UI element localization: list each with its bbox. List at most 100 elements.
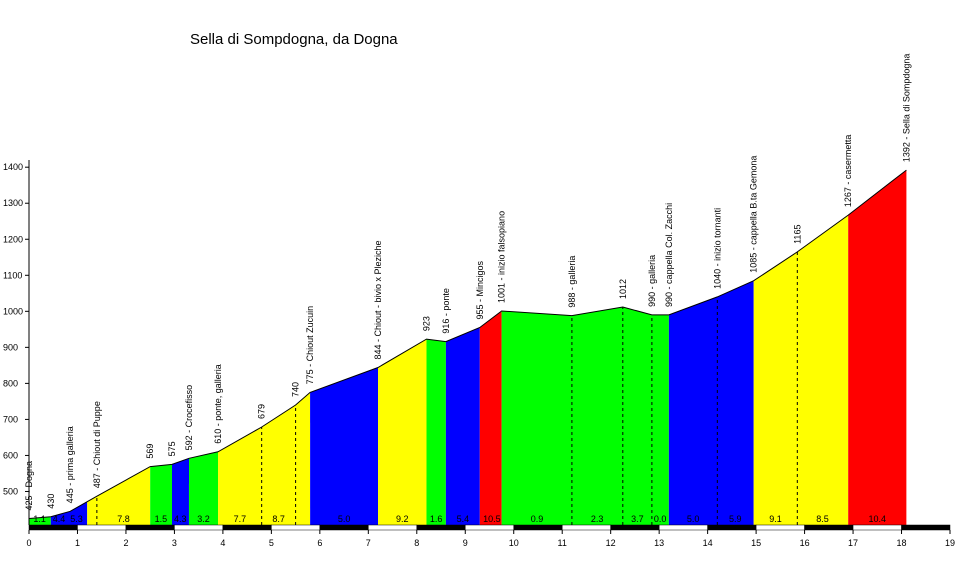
x-tick-label: 19 [945,538,955,548]
point-label: 575 [167,441,177,456]
point-label: 425 - Dogna [24,461,34,511]
segment-yellow [218,392,311,525]
km-bar-cell [125,524,175,531]
km-bar-cell [707,524,757,531]
y-tick-label: 1300 [3,198,23,208]
point-label: 1085 - cappella B.ta Gemona [749,156,759,273]
point-label: 569 [145,444,155,459]
gradient-label: 9.2 [396,514,409,524]
segment-green [501,307,669,525]
point-label: 775 - Chiout Zucuin [305,306,315,385]
km-bar-cell [77,524,127,531]
gradient-label: 1.6 [430,514,443,524]
point-label: 916 - ponte [441,288,451,334]
gradient-label: 5.0 [338,514,351,524]
x-tick-label: 6 [317,538,322,548]
point-label: 1165 [792,225,802,244]
point-label: 679 [257,404,267,419]
segment-green [426,339,446,525]
gradient-label: 10.4 [869,514,887,524]
x-tick-label: 4 [220,538,225,548]
point-label: 844 - Chiout - bivio x Pleziche [373,240,383,359]
y-tick-label: 1200 [3,234,23,244]
gradient-label: 5.9 [729,514,742,524]
x-tick-label: 10 [509,538,519,548]
segment-yellow [753,215,849,525]
gradient-label: 2.3 [591,514,604,524]
y-tick-label: 800 [3,378,18,388]
gradient-label: 5.3 [70,514,83,524]
km-bar-cell [368,524,418,531]
km-bar-cell [174,524,224,531]
segment-green [29,516,51,525]
y-tick-label: 900 [3,342,18,352]
x-tick-label: 5 [269,538,274,548]
km-bar-cell [755,524,805,531]
point-label: 592 - Crocefisso [184,385,194,451]
dashed-markers [96,251,798,525]
profile-line [28,169,907,519]
gradient-label: 1.5 [155,514,168,524]
segment-fills [29,170,907,525]
point-label: 430 [46,494,56,509]
x-tick-label: 9 [463,538,468,548]
point-label: 1392 - Sella di Sompdogna [901,54,911,163]
gradient-label: 3.7 [631,514,644,524]
point-label: 1267 - casermetta [843,135,853,208]
km-bar-cell [610,524,660,531]
y-tick-label: 1000 [3,306,23,316]
km-bar-cell [852,524,902,531]
point-label: 990 - cappella Col. Zacchi [664,203,674,307]
gradient-label: 3.2 [197,514,210,524]
x-tick-label: 2 [123,538,128,548]
segment-red [479,311,502,525]
km-bar-cell [222,524,272,531]
km-bar-cell [804,524,854,531]
x-tick-label: 16 [800,538,810,548]
point-label: 955 - Mincigos [475,260,485,319]
point-label: 1012 [618,279,628,299]
segment-blue [50,501,88,525]
km-bar-cell [319,524,369,531]
gradient-label: 4.3 [174,514,187,524]
y-tick-label: 500 [3,486,18,496]
x-tick-label: 0 [26,538,31,548]
x-tick-label: 12 [606,538,616,548]
x-tick-label: 18 [897,538,907,548]
gradient-label: 5.0 [687,514,700,524]
km-bar-cell [513,524,563,531]
segment-green [150,464,172,525]
segment-blue [668,280,754,525]
gradient-label: 0.9 [531,514,544,524]
gradient-label: 5.4 [457,514,470,524]
segment-blue [445,327,480,525]
x-tick-label: 3 [172,538,177,548]
km-bar-cell [658,524,708,531]
x-tick-label: 8 [414,538,419,548]
point-labels: 425 - Dogna 430 445 - prima galleria 487 - … [24,54,911,511]
point-label: 990 - galleria [647,255,657,307]
segment-red [848,170,907,525]
point-label: 1001 - inizio falsopiano [497,211,507,303]
point-label: 610 - ponte, galleria [213,364,223,444]
gradient-label: 10.5 [483,514,501,524]
segment-green [188,451,219,525]
km-bar-cell [561,524,611,531]
gradient-label: 1.1 [33,514,46,524]
point-label: 923 [421,316,431,331]
km-bar-cell [416,524,466,531]
point-label: 988 - galleria [567,256,577,308]
point-label: 1040 - inizio tornanti [712,208,722,289]
x-tick-label: 11 [558,538,567,548]
gradient-label: 0.0 [654,514,667,524]
segment-yellow [87,466,151,525]
segment-blue [310,367,379,525]
y-tick-label: 1100 [3,270,22,280]
km-bar-cell [271,524,321,531]
gradient-label: 9.1 [769,514,782,524]
x-tick-label: 15 [751,538,761,548]
segment-blue [171,458,189,525]
point-label: 740 [291,382,301,397]
gradient-label: 8.7 [272,514,285,524]
